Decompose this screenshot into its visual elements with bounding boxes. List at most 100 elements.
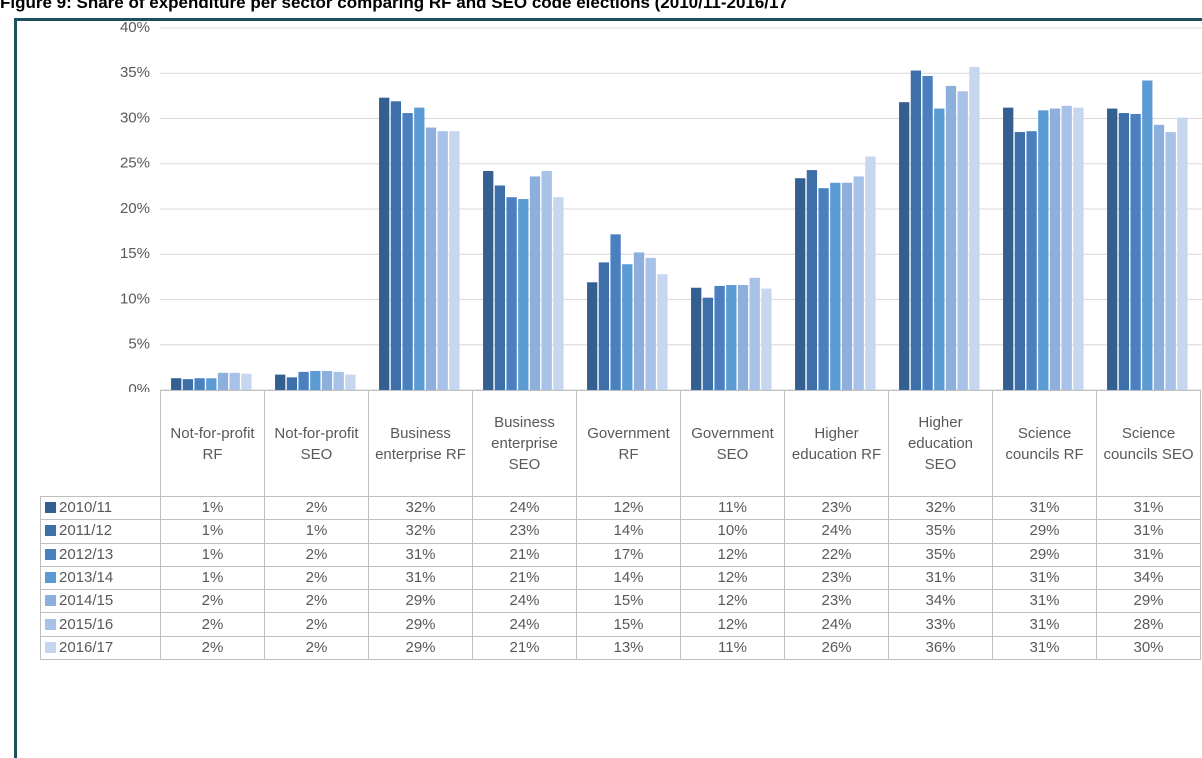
value-label: 35% [888,519,993,544]
bar [1153,124,1165,391]
value-label: 2% [160,612,265,637]
legend-entry: 2011/12 [40,519,161,544]
legend-entry: 2010/11 [40,495,161,521]
legend-label: 2010/11 [59,499,113,517]
legend-entry: 2015/16 [40,612,161,637]
bar [806,170,818,390]
legend-swatch [45,525,56,537]
legend-swatch [45,572,56,584]
bar [853,176,864,390]
value-label: 29% [1096,589,1201,614]
data-row: 2015/16 2% 2% 29% 24% 15% 12% 24% 33% 31% 28% [40,612,1201,637]
legend-label: 2014/15 [59,592,114,610]
bar [702,297,714,390]
value-label: 24% [784,612,889,637]
value-label: 28% [1096,612,1201,637]
value-label: 23% [784,589,889,614]
value-label: 34% [1096,565,1201,591]
bar [310,370,321,390]
frame [14,18,1202,758]
value-label: 2% [264,495,369,521]
legend-swatch [45,502,56,514]
value-label: 24% [472,495,577,521]
bar [957,91,968,390]
value-label: 29% [368,589,473,614]
bar [633,252,645,390]
y-tick-label: 25% [120,155,150,172]
bar [934,108,945,391]
category-label: Higher education RF [784,390,889,497]
y-tick-label: 5% [128,336,150,353]
category-label: Business enterprise RF [368,390,473,497]
bar [390,101,402,391]
legend-entry: 2016/17 [40,635,161,661]
bar [910,70,922,390]
category-label: Government RF [576,390,681,497]
value-label: 36% [888,635,993,661]
legend-entry: 2014/15 [40,589,161,614]
data-row: 2014/15 2% 2% 29% 24% 15% 12% 23% 34% 31% 29% [40,589,1201,614]
value-label: 35% [888,542,993,567]
category-label: Science councils RF [992,390,1097,497]
y-tick-label: 20% [120,200,150,217]
bar [714,285,725,390]
value-label: 31% [1096,519,1201,544]
value-label: 31% [368,565,473,591]
bar [529,176,541,390]
bar [414,107,425,390]
bar [1014,132,1026,390]
bar [945,85,957,391]
legend-swatch [45,641,56,653]
bar [1142,80,1153,391]
y-tick-label: 0% [128,381,150,392]
bar [587,282,598,390]
data-row: 2016/17 2% 2% 29% 21% 13% 11% 26% 36% 31% 30% [40,635,1201,661]
value-label: 23% [784,495,889,521]
bar [645,257,656,390]
value-label: 31% [368,542,473,567]
value-label: 31% [1096,542,1201,567]
bar [437,131,448,391]
value-label: 12% [576,495,681,521]
value-label: 23% [784,565,889,591]
bar [449,131,460,391]
value-label: 12% [680,589,785,614]
legend-label: 2012/13 [59,545,114,563]
value-label: 29% [368,612,473,637]
bar [402,113,413,390]
y-tick-label: 35% [120,64,150,81]
value-label: 2% [264,565,369,591]
bar [541,170,552,390]
value-label: 1% [264,519,369,544]
value-label: 31% [992,612,1097,637]
legend-entry: 2012/13 [40,542,161,567]
data-row: 2013/14 1% 2% 31% 21% 14% 12% 23% 31% 31% 34% [40,565,1201,591]
value-label: 2% [160,589,265,614]
bar [841,182,853,390]
legend-swatch [45,595,56,607]
bar [1061,105,1072,390]
legend-label: 2013/14 [59,569,114,587]
bar [865,156,876,390]
bar [425,127,437,391]
bar [321,370,333,390]
value-label: 26% [784,635,889,661]
value-label: 24% [784,519,889,544]
bar [275,374,286,390]
bar [345,374,356,390]
value-label: 31% [992,495,1097,521]
bar [241,373,252,390]
bar [182,379,194,390]
value-label: 30% [1096,635,1201,661]
bar [379,97,390,390]
value-label: 2% [160,635,265,661]
bar [761,288,772,390]
bar [206,378,217,390]
legend-label: 2015/16 [59,615,114,633]
bar [194,378,205,390]
value-label: 23% [472,519,577,544]
bar [518,199,529,390]
value-label: 1% [160,495,265,521]
value-label: 33% [888,612,993,637]
bar [494,185,506,390]
